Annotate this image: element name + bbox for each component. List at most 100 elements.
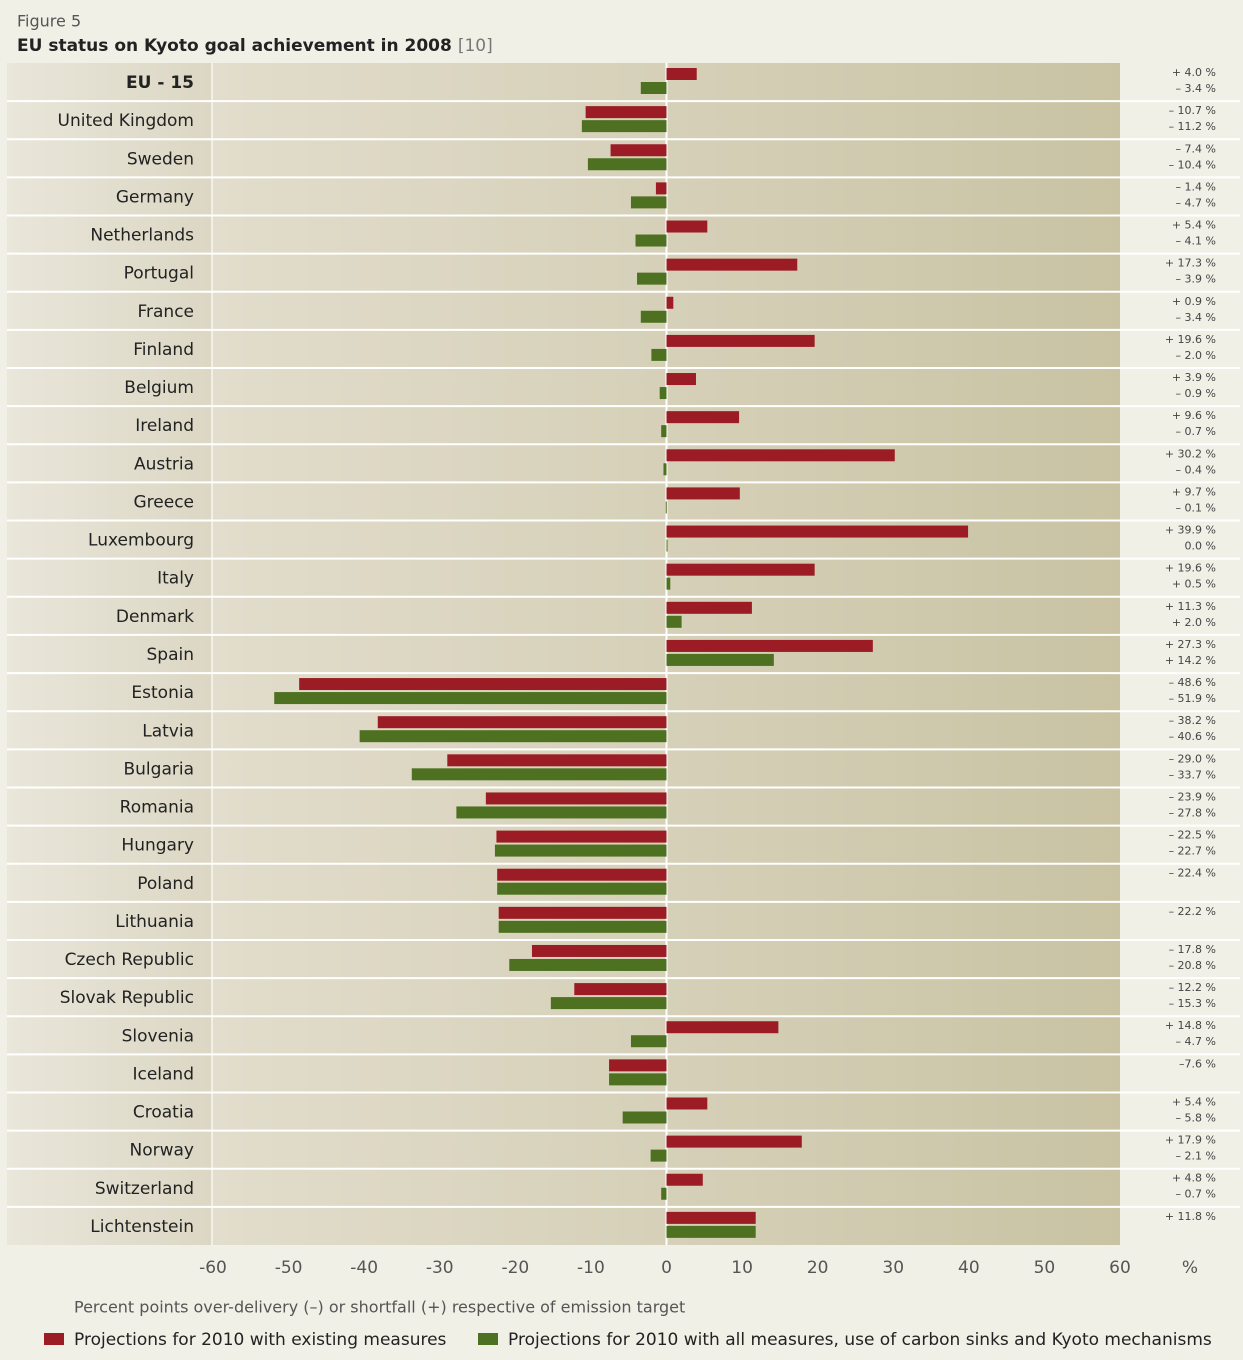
bar	[666, 525, 969, 538]
value-label: + 17.9 %	[1165, 1134, 1216, 1147]
bar	[666, 615, 682, 628]
x-tick-label: -30	[426, 1258, 454, 1278]
bar	[585, 106, 667, 119]
bar	[655, 182, 667, 195]
value-label: – 2.1 %	[1176, 1150, 1216, 1163]
value-label: – 38.2 %	[1169, 714, 1216, 727]
category-label: Belgium	[124, 378, 194, 398]
bar	[666, 1173, 703, 1186]
value-label: + 27.3 %	[1165, 638, 1216, 651]
x-tick-label: 50	[1034, 1258, 1056, 1278]
value-label: + 5.4 %	[1172, 1095, 1216, 1108]
value-label: – 3.4 %	[1176, 311, 1216, 324]
bar	[661, 1187, 667, 1200]
bar	[666, 373, 696, 386]
unit-label: %	[1182, 1258, 1198, 1278]
bar	[610, 144, 667, 157]
category-label: Bulgaria	[124, 759, 195, 779]
bar	[550, 997, 667, 1010]
bar	[666, 639, 873, 652]
value-label: + 39.9 %	[1165, 524, 1216, 537]
legend-label: Projections for 2010 with existing measu…	[74, 1330, 447, 1350]
value-label: – 0.4 %	[1176, 463, 1216, 476]
category-label: Lichtenstein	[90, 1217, 194, 1237]
category-label: Estonia	[131, 683, 194, 703]
value-label: – 40.6 %	[1169, 730, 1216, 743]
bar	[496, 830, 667, 843]
bar	[666, 601, 752, 614]
x-tick-label: -60	[199, 1258, 227, 1278]
value-label: 0.0 %	[1185, 540, 1216, 553]
bar	[447, 754, 667, 767]
category-label: Finland	[133, 340, 194, 360]
figure-label: Figure 5	[17, 12, 81, 31]
category-label: France	[137, 302, 194, 322]
value-label: – 22.2 %	[1169, 905, 1216, 918]
bar	[274, 692, 667, 705]
bar	[666, 539, 668, 552]
value-label: – 22.4 %	[1169, 867, 1216, 880]
category-label: Iceland	[132, 1064, 194, 1084]
bar	[609, 1059, 667, 1072]
title-text: EU status on Kyoto goal achievement in 2…	[17, 36, 452, 56]
bar	[622, 1111, 667, 1124]
x-tick-label: 60	[1109, 1258, 1131, 1278]
category-label: Germany	[116, 187, 194, 207]
bar	[509, 958, 667, 971]
value-label: – 4.7 %	[1176, 196, 1216, 209]
category-label: Austria	[134, 454, 194, 474]
x-axis-label: Percent points over-delivery (–) or shor…	[74, 1298, 685, 1317]
value-label: + 14.2 %	[1165, 654, 1216, 667]
category-label: Sweden	[127, 149, 194, 169]
value-label: + 17.3 %	[1165, 257, 1216, 270]
bar	[456, 806, 667, 819]
value-label: – 11.2 %	[1169, 120, 1216, 133]
bar	[574, 983, 667, 996]
bar	[666, 220, 708, 233]
category-label: United Kingdom	[58, 111, 194, 131]
value-label: + 4.0 %	[1172, 66, 1216, 79]
value-label: + 19.6 %	[1165, 562, 1216, 575]
bar	[635, 234, 667, 247]
value-label: – 0.1 %	[1176, 501, 1216, 514]
value-label: + 9.7 %	[1172, 485, 1216, 498]
value-label: + 30.2 %	[1165, 447, 1216, 460]
value-label: + 4.8 %	[1172, 1172, 1216, 1185]
bar	[497, 868, 667, 881]
value-label: – 12.2 %	[1169, 981, 1216, 994]
bar	[663, 463, 667, 476]
legend-label: Projections for 2010 with all measures, …	[508, 1330, 1212, 1350]
category-label: Czech Republic	[65, 950, 194, 970]
category-label: Portugal	[124, 264, 194, 284]
bar	[630, 1035, 667, 1048]
bar	[299, 678, 667, 691]
x-tick-label: 40	[958, 1258, 980, 1278]
bar	[665, 501, 667, 514]
chart-title: EU status on Kyoto goal achievement in 2…	[17, 36, 493, 56]
value-label: – 0.9 %	[1176, 387, 1216, 400]
value-label: – 29.0 %	[1169, 752, 1216, 765]
value-label: – 22.5 %	[1169, 829, 1216, 842]
x-tick-label: 30	[882, 1258, 904, 1278]
category-label: Spain	[147, 645, 195, 665]
category-label: Denmark	[116, 607, 194, 627]
bar	[666, 449, 895, 462]
category-label: Italy	[157, 569, 194, 589]
bar	[498, 906, 667, 919]
bar	[666, 1211, 756, 1224]
value-label: –7.6 %	[1179, 1057, 1216, 1070]
bar	[666, 487, 740, 500]
value-label: + 0.5 %	[1172, 578, 1216, 591]
bar	[666, 1135, 802, 1148]
x-tick-label: 0	[661, 1258, 672, 1278]
bar	[666, 1021, 779, 1034]
value-label: – 48.6 %	[1169, 676, 1216, 689]
bar	[497, 882, 667, 895]
value-label: – 23.9 %	[1169, 790, 1216, 803]
x-tick-label: -40	[350, 1258, 378, 1278]
category-label: Croatia	[133, 1103, 194, 1123]
value-label: – 10.7 %	[1169, 104, 1216, 117]
value-label: – 27.8 %	[1169, 806, 1216, 819]
bar	[630, 196, 667, 209]
